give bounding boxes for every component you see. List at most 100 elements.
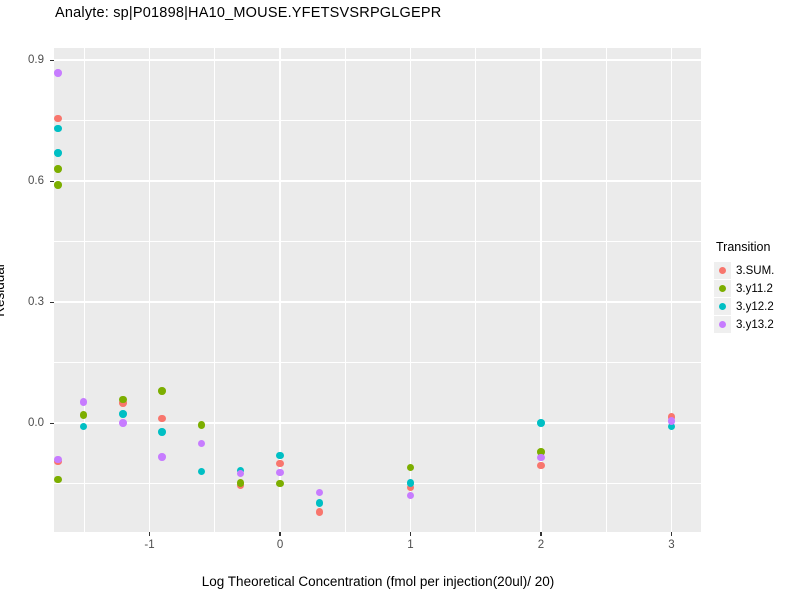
data-point: [315, 488, 324, 497]
data-point: [119, 395, 127, 404]
data-point: [406, 479, 415, 487]
gridline-minor-vertical: [83, 48, 85, 532]
data-point: [276, 468, 284, 477]
y-axis-tick: [50, 422, 54, 424]
gridline-major-vertical: [540, 48, 542, 532]
legend-title: Transition: [716, 240, 771, 254]
data-point: [119, 419, 127, 427]
gridline-major-vertical: [670, 48, 673, 532]
gridline-major-horizontal: [54, 180, 701, 182]
data-point: [79, 422, 88, 431]
gridline-minor-horizontal: [54, 362, 701, 363]
data-point: [276, 451, 284, 460]
data-point: [54, 475, 62, 484]
legend-key: [714, 316, 731, 333]
x-axis-tick: [279, 532, 281, 536]
x-axis-tick-label: 1: [407, 539, 414, 551]
gridline-minor-horizontal: [54, 241, 701, 242]
x-axis-tick-label: -1: [144, 539, 155, 551]
x-axis-tick-label: 3: [668, 539, 675, 551]
legend-item: 3.y12.2: [714, 298, 800, 315]
data-point: [79, 398, 88, 406]
plot-title: Analyte: sp|P01898|HA10_MOUSE.YFETSVSRPG…: [55, 5, 442, 21]
data-point: [406, 483, 415, 492]
data-point: [537, 419, 545, 427]
legend-item: 3.y13.2: [714, 316, 800, 333]
legend-items: 3.SUM. 3.y11.2 3.y12.2 3.y13.2: [714, 262, 800, 333]
data-point: [236, 479, 245, 487]
y-axis-tick-label: 0.9: [28, 54, 44, 67]
legend-key: [714, 298, 731, 315]
data-point: [276, 479, 284, 488]
data-point: [406, 491, 415, 500]
data-point: [54, 69, 62, 77]
gridline-minor-vertical: [475, 48, 477, 532]
data-point: [537, 448, 545, 456]
data-point: [158, 428, 166, 436]
y-axis-title: Residual: [0, 264, 7, 317]
data-point: [667, 422, 676, 431]
data-point: [158, 453, 166, 461]
y-axis-tick-label: 0.0: [28, 417, 44, 430]
data-point: [315, 499, 324, 507]
y-axis-tick: [50, 180, 54, 182]
legend-key: [714, 280, 731, 297]
y-axis-tick: [50, 301, 54, 303]
gridline-minor-vertical: [605, 48, 607, 532]
x-axis-tick: [409, 532, 412, 536]
legend-point-icon: [719, 285, 726, 292]
data-point: [54, 165, 62, 173]
gridline-minor-horizontal: [54, 483, 701, 484]
data-point: [197, 467, 206, 476]
data-point: [158, 387, 166, 395]
x-axis-tick-label: 2: [537, 539, 545, 551]
legend: Transition 3.SUM. 3.y11.2 3.y12.2 3.y13.2: [714, 240, 800, 334]
legend-point-icon: [719, 321, 726, 328]
x-axis-tick: [540, 532, 542, 536]
data-point: [537, 453, 545, 462]
legend-point-icon: [719, 267, 726, 274]
y-axis-tick: [50, 59, 54, 61]
x-axis-title: Log Theoretical Concentration (fmol per …: [201, 574, 555, 589]
legend-item-label: 3.y13.2: [736, 318, 774, 331]
legend-item: 3.SUM.: [714, 262, 800, 279]
data-point: [54, 124, 62, 133]
data-point: [54, 114, 62, 123]
data-point: [197, 439, 206, 448]
data-point: [158, 414, 166, 422]
data-point: [54, 181, 62, 189]
gridline-major-vertical: [279, 48, 281, 532]
x-axis-tick: [670, 532, 673, 536]
data-point: [276, 459, 284, 468]
legend-item-label: 3.SUM.: [736, 264, 775, 277]
gridline-major-vertical: [148, 48, 151, 532]
gridline-minor-vertical: [214, 48, 216, 532]
legend-item: 3.y11.2: [714, 280, 800, 297]
legend-item-label: 3.y11.2: [736, 282, 773, 295]
gridline-minor-vertical: [344, 48, 346, 532]
data-point: [54, 455, 62, 464]
data-point: [667, 417, 676, 425]
x-axis-tick: [148, 532, 151, 536]
data-point: [197, 421, 206, 429]
y-axis-tick-label: 0.6: [28, 175, 44, 188]
x-axis-tick-label: 0: [276, 539, 284, 551]
data-point: [79, 411, 88, 419]
legend-point-icon: [719, 303, 726, 310]
legend-key: [714, 262, 731, 279]
data-point: [236, 469, 245, 478]
gridline-major-horizontal: [54, 301, 701, 303]
data-point: [315, 508, 324, 516]
plot-panel: [54, 48, 701, 532]
data-point: [119, 410, 127, 418]
gridline-major-vertical: [409, 48, 412, 532]
gridline-major-horizontal: [54, 422, 701, 424]
data-point: [54, 149, 62, 157]
gridline-major-horizontal: [54, 59, 701, 61]
data-point: [406, 463, 415, 472]
data-point: [667, 413, 676, 421]
gridline-minor-horizontal: [54, 120, 701, 121]
legend-item-label: 3.y12.2: [736, 300, 774, 313]
data-point: [537, 461, 545, 470]
